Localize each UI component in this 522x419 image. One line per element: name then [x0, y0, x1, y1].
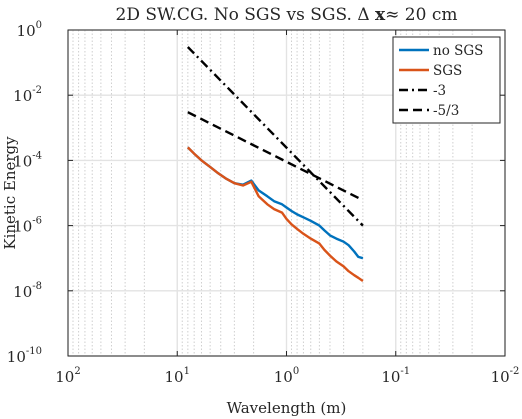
legend-label: no SGS — [433, 43, 483, 59]
chart-title-prefix: 2D SW.CG. No SGS vs SGS. Δ — [116, 5, 375, 25]
y-tick-label: 10-8 — [13, 281, 42, 301]
x-tick-label: 10-1 — [381, 366, 410, 386]
y-tick-label: 10-4 — [13, 150, 42, 170]
chart-title-bold: x — [375, 5, 386, 25]
y-tick-label: 10-10 — [7, 346, 42, 366]
y-tick-label: 10-2 — [13, 85, 42, 105]
legend-box — [392, 36, 501, 124]
chart-title: 2D SW.CG. No SGS vs SGS. Δ x≈ 20 cm — [116, 5, 458, 25]
legend: no SGS SGS -3 -5/3 — [392, 36, 501, 124]
chart-title-suffix: ≈ 20 cm — [385, 5, 457, 25]
legend-label: -3 — [433, 83, 446, 99]
legend-label: SGS — [433, 63, 462, 79]
y-axis-label: Kinetic Energy — [1, 136, 19, 250]
x-axis-label: Wavelength (m) — [227, 399, 347, 417]
x-tick-label: 10-2 — [491, 366, 520, 386]
series-line-sgs — [186, 146, 364, 282]
x-tick-label: 100 — [274, 366, 299, 386]
axis-ticks: 102 101 100 10-1 10-2 10-10 10-8 10-6 10-4 10-2 10… — [7, 20, 520, 386]
x-tick-label: 101 — [165, 366, 190, 386]
legend-label: -5/3 — [433, 103, 459, 119]
y-tick-label: 10-6 — [13, 216, 42, 236]
series-line-5-3 — [187, 111, 364, 202]
x-tick-label: 102 — [55, 366, 80, 386]
series-line-3 — [186, 46, 364, 227]
y-tick-label: 100 — [17, 20, 42, 40]
series-lines — [186, 46, 364, 282]
